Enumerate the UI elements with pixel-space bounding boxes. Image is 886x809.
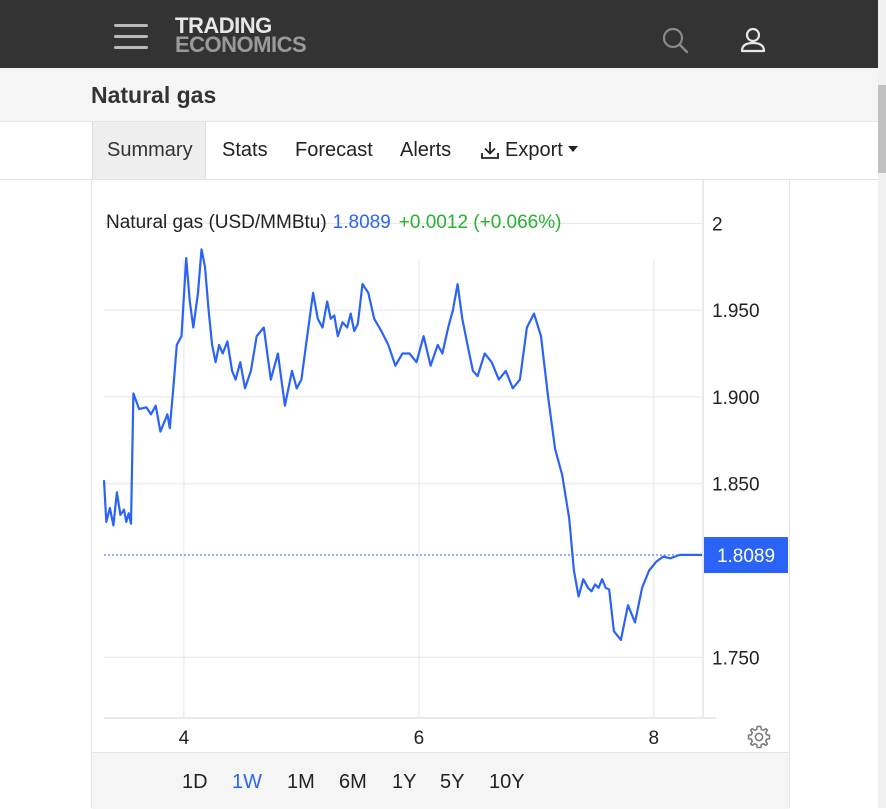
- gear-icon[interactable]: [747, 725, 771, 749]
- y-tick-label: 1.850: [712, 475, 760, 496]
- range-1m[interactable]: 1M: [287, 771, 315, 793]
- tab-summary[interactable]: Summary: [92, 122, 206, 179]
- price-chart[interactable]: 2 1.950 1.900 1.850 1.750 4 6 8 1.8089: [92, 180, 789, 752]
- tab-export[interactable]: Export: [505, 122, 578, 179]
- download-icon: [481, 142, 499, 159]
- x-tick-label: 4: [179, 728, 190, 749]
- scrollbar-track[interactable]: [878, 0, 886, 808]
- y-tick-label: 2: [712, 214, 723, 235]
- x-tick-label: 6: [414, 728, 425, 749]
- range-6m[interactable]: 6M: [339, 771, 367, 793]
- range-1w[interactable]: 1W: [232, 771, 262, 793]
- tab-forecast-label: Forecast: [295, 139, 373, 161]
- logo-line2: ECONOMICS: [175, 32, 307, 57]
- page-title: Natural gas: [91, 82, 217, 108]
- tab-stats[interactable]: Stats: [222, 122, 268, 179]
- tab-stats-label: Stats: [222, 139, 268, 161]
- legend-value: 1.8089: [332, 212, 391, 233]
- tab-alerts-label: Alerts: [400, 139, 452, 161]
- chevron-down-icon: [567, 146, 578, 152]
- range-10y[interactable]: 10Y: [489, 771, 525, 793]
- legend-name: Natural gas (USD/MMBtu): [106, 212, 327, 233]
- series-line: [102, 248, 703, 641]
- top-bar: TRADING ECONOMICS: [0, 0, 878, 68]
- y-tick-label: 1.750: [712, 648, 760, 669]
- menu-icon[interactable]: [114, 24, 148, 50]
- range-5y[interactable]: 5Y: [440, 771, 465, 793]
- last-price-label: 1.8089: [717, 546, 775, 567]
- logo[interactable]: TRADING ECONOMICS: [175, 13, 307, 57]
- tab-alerts[interactable]: Alerts: [400, 122, 451, 179]
- user-icon[interactable]: [739, 26, 767, 54]
- range-1d[interactable]: 1D: [182, 771, 208, 793]
- tab-forecast[interactable]: Forecast: [295, 122, 373, 179]
- scrollbar-thumb[interactable]: [878, 85, 886, 173]
- search-icon[interactable]: [661, 26, 689, 54]
- tab-summary-label: Summary: [107, 139, 193, 161]
- legend-change: +0.0012 (+0.066%): [398, 212, 562, 233]
- chart-panel: 2 1.950 1.900 1.850 1.750 4 6 8 1.8089 Natural g…: [91, 180, 790, 809]
- tab-export-label: Export: [505, 139, 563, 161]
- y-tick-label: 1.900: [712, 388, 760, 409]
- title-bar: Natural gas: [0, 68, 878, 122]
- chart-legend: Natural gas (USD/MMBtu) 1.8089 +0.0012 (+0…: [106, 212, 561, 234]
- range-selector: 1D 1W 1M 6M 1Y 5Y 10Y: [92, 752, 789, 809]
- y-tick-label: 1.950: [712, 301, 760, 322]
- logo-line1: TRADING: [175, 13, 272, 38]
- tab-bar: Summary Stats Forecast Alerts Export: [0, 122, 878, 180]
- range-1y[interactable]: 1Y: [392, 771, 417, 793]
- x-tick-label: 8: [649, 728, 660, 749]
- last-price-badge: [704, 537, 788, 574]
